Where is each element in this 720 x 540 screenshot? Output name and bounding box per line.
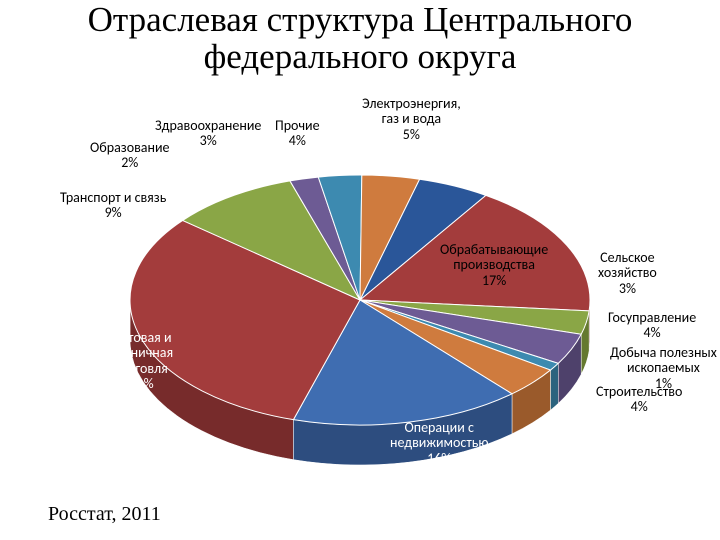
slice-label: Обрабатывающие производства 17% [440,242,548,288]
slice-label: Прочие 4% [275,118,320,149]
slice-label: Оптовая и розничная торговля 31% [110,330,173,392]
slice-label: Транспорт и связь 9% [60,190,166,221]
slice-label: Строительство 4% [596,384,682,415]
slice-label: Госуправление 4% [608,310,696,341]
slice-label: Здравоохранение 3% [155,118,261,149]
slice-label: Электроэнергия, газ и вода 5% [362,96,461,142]
pie-slice-side [550,363,558,410]
slice-label: Операции с недвижимостью 16% [390,420,488,466]
slice-label: Сельское хозяйство 3% [598,250,657,296]
source-caption: Росстат, 2011 [48,503,161,526]
source-text: Росстат, 2011 [48,503,161,525]
